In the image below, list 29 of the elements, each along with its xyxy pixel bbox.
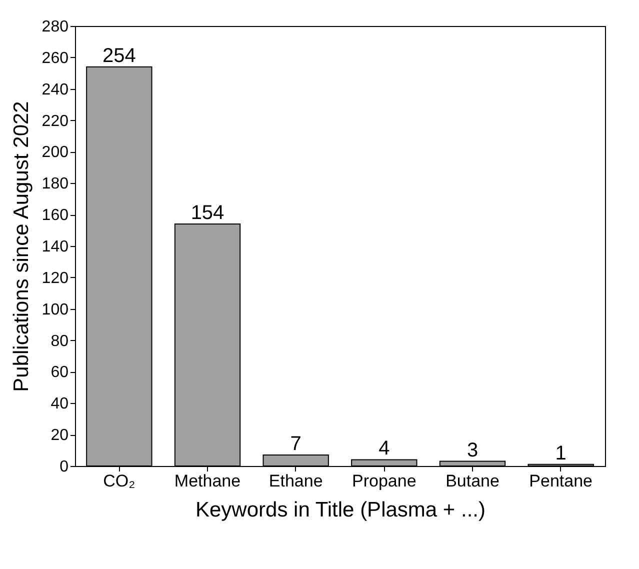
y-tick-label: 240 [42,81,69,98]
x-axis-title: Keywords in Title (Plasma + ...) [195,498,486,522]
x-tick-label: Ethane [268,472,323,490]
y-tick-label: 220 [42,112,69,130]
y-tick-label: 40 [50,396,69,413]
x-tick-label: Propane [352,472,416,490]
y-tick-label: 120 [42,270,69,287]
data-label: 3 [466,439,478,462]
data-label: 1 [555,442,566,464]
x-tick-label: Pentane [529,472,593,490]
x-tick-label: Methane [174,472,241,490]
y-tick-label: 100 [42,301,69,318]
data-label: 254 [102,44,136,67]
y-axis-title: Publications since August 2022 [10,101,33,392]
y-tick-label: 200 [42,144,69,162]
y-tick-label: 80 [50,332,69,350]
data-label: 4 [378,438,390,460]
y-tick-label: 60 [50,364,69,382]
y-tick-label: 260 [42,50,69,67]
y-tick-label: 20 [50,427,69,444]
y-tick-label: 0 [60,458,69,476]
data-label: 7 [290,433,302,455]
x-tick-label: CO₂ [103,472,136,490]
y-tick-label: 160 [42,207,69,224]
x-tick-label: Butane [446,472,500,490]
y-tick-label: 140 [42,238,69,256]
y-tick-label: 180 [42,176,69,193]
data-label: 154 [190,202,224,224]
y-tick-label: 280 [42,18,69,36]
